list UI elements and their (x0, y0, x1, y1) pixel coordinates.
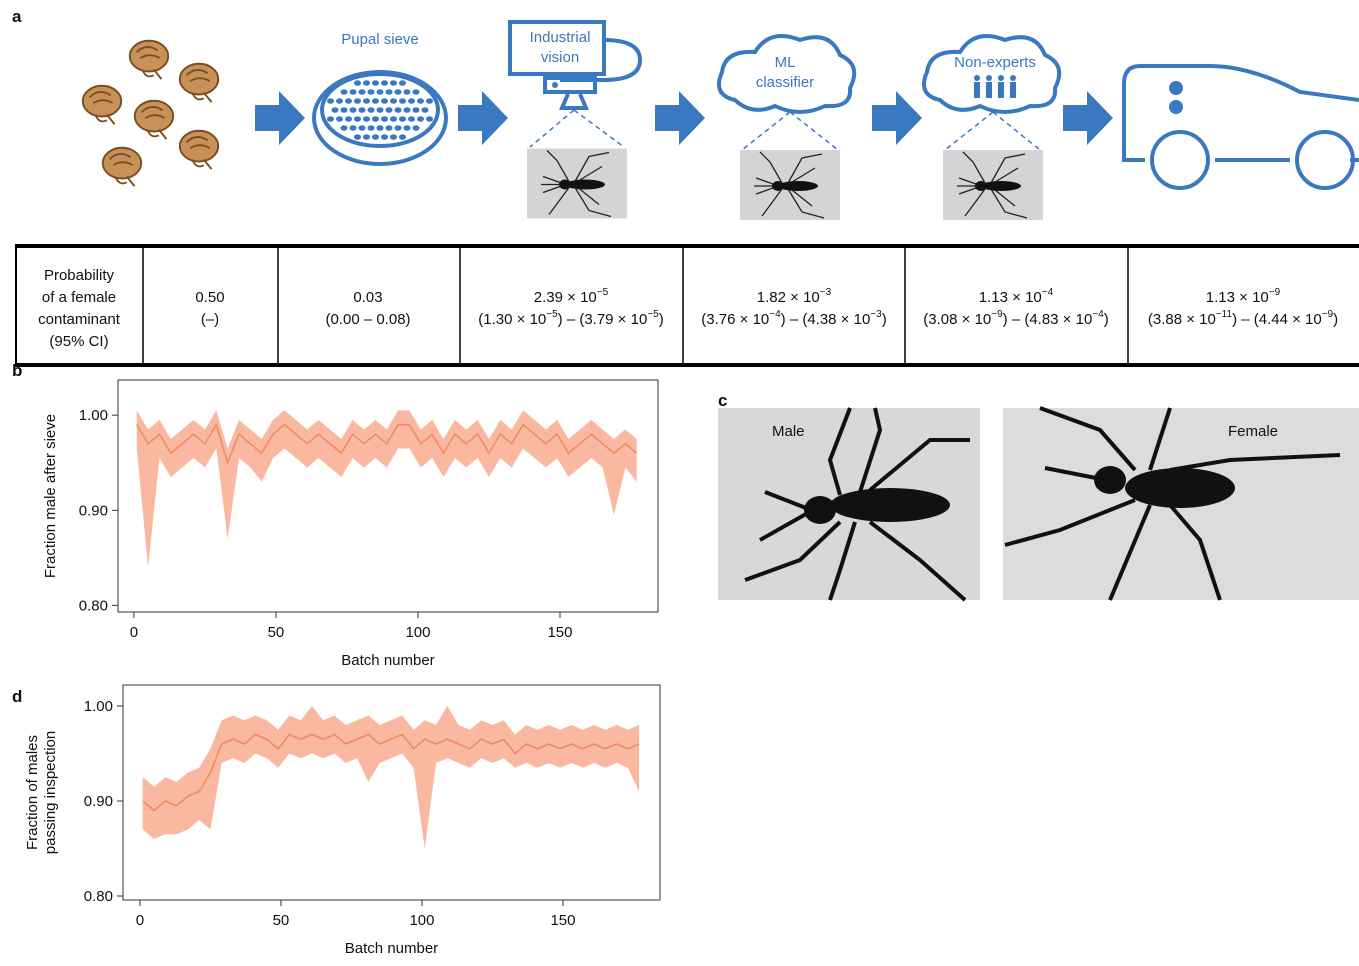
cell-text: (1.30 × 10 (478, 311, 546, 328)
non-experts-label: Non-experts (954, 54, 1036, 71)
table-cell: (0.00 – 0.08) (325, 311, 410, 328)
panel-label: c (718, 391, 727, 410)
female-photo (1003, 408, 1359, 600)
panel-label: a (12, 7, 22, 26)
table-cell: 0.50 (195, 289, 224, 306)
row-label: Probability (44, 267, 115, 284)
exponent: −4 (1092, 309, 1104, 320)
x-tick-label: 150 (550, 912, 575, 929)
cell-text: 0.50 (195, 289, 224, 306)
y-tick-label: 0.90 (84, 793, 113, 810)
cell-text: (3.88 × 10 (1148, 311, 1216, 328)
cell-text: ) (882, 311, 887, 328)
classifier-label: ML (775, 54, 796, 71)
classifier-photo (740, 150, 840, 220)
non-experts-photo (943, 150, 1043, 220)
y-axis-label: passing inspection (42, 731, 59, 854)
y-tick-label: 0.80 (79, 597, 108, 614)
photo-label: Male (772, 423, 805, 440)
x-tick-label: 100 (409, 912, 434, 929)
exponent: −4 (769, 309, 781, 320)
y-tick-label: 1.00 (84, 698, 113, 715)
cell-text: (3.08 × 10 (923, 311, 991, 328)
cell-text: 1.13 × 10 (1206, 289, 1269, 306)
cell-text: ) – (4.38 × 10 (781, 311, 871, 328)
exponent: −3 (870, 309, 882, 320)
exponent: −9 (991, 309, 1003, 320)
photo-label: Female (1228, 423, 1278, 440)
cell-text: ) (659, 311, 664, 328)
exponent: −4 (1042, 287, 1054, 298)
cell-text: 2.39 × 10 (534, 289, 597, 306)
exponent: −9 (1269, 287, 1281, 298)
classifier-label: classifier (756, 74, 814, 91)
y-tick-label: 0.90 (79, 502, 108, 519)
cell-text: 0.03 (353, 289, 382, 306)
pupae-icons (83, 41, 218, 186)
exponent: −11 (1216, 309, 1233, 320)
row-label: contaminant (38, 311, 121, 328)
cell-text: 1.13 × 10 (979, 289, 1042, 306)
y-tick-label: 0.80 (84, 888, 113, 905)
row-label: of a female (42, 289, 116, 306)
x-tick-label: 50 (268, 624, 285, 641)
van-icon (1124, 66, 1359, 188)
y-tick-label: 1.00 (79, 407, 108, 424)
table-cell: 2.39 × 10−5 (534, 287, 609, 306)
cell-text: ) (1333, 311, 1338, 328)
x-tick-label: 0 (136, 912, 144, 929)
table-cell: 1.13 × 10−4 (979, 287, 1054, 306)
table-cell: (3.08 × 10−9) – (4.83 × 10−4) (923, 309, 1108, 328)
plot-frame (118, 380, 658, 612)
cell-text: ) – (3.79 × 10 (558, 311, 648, 328)
cell-text: (3.76 × 10 (701, 311, 769, 328)
table-cell: (3.88 × 10−11) – (4.44 × 10−9) (1148, 309, 1338, 328)
probability-table: Probability of a female contaminant (95% CI… (15, 246, 1359, 365)
cell-text: ) – (4.44 × 10 (1232, 311, 1322, 328)
x-tick-label: 0 (130, 624, 138, 641)
row-label: (95% CI) (49, 333, 108, 350)
table-cell: 0.03 (353, 289, 382, 306)
cell-text: ) – (4.83 × 10 (1003, 311, 1093, 328)
x-axis-label: Batch number (341, 652, 434, 669)
table-cell: (–) (201, 311, 219, 328)
exponent: −5 (597, 287, 609, 298)
table-cell: (1.30 × 10−5) – (3.79 × 10−5) (478, 309, 663, 328)
vision-label: vision (541, 49, 579, 66)
exponent: −5 (546, 309, 558, 320)
x-tick-label: 50 (273, 912, 290, 929)
x-axis-label: Batch number (345, 940, 438, 957)
cell-text: 1.82 × 10 (757, 289, 820, 306)
cell-text: (–) (201, 311, 219, 328)
panel-label: d (12, 687, 22, 706)
y-axis-label: Fraction of males (24, 735, 41, 850)
exponent: −5 (647, 309, 659, 320)
vision-label: Industrial (530, 29, 591, 46)
male-photo (718, 408, 980, 600)
cell-text: (0.00 – 0.08) (325, 311, 410, 328)
sieve-icon (314, 72, 446, 164)
cell-text: ) (1104, 311, 1109, 328)
sieve-label: Pupal sieve (341, 31, 419, 48)
table-cell: 1.13 × 10−9 (1206, 287, 1281, 306)
exponent: −3 (820, 287, 832, 298)
table-cell: (3.76 × 10−4) – (4.38 × 10−3) (701, 309, 886, 328)
x-tick-label: 150 (547, 624, 572, 641)
vision-photo (527, 149, 627, 219)
y-axis-label: Fraction male after sieve (42, 414, 59, 578)
confidence-band (143, 706, 639, 849)
panel-label: b (12, 361, 22, 380)
x-tick-label: 100 (405, 624, 430, 641)
exponent: −9 (1322, 309, 1334, 320)
confidence-band (137, 410, 637, 567)
figure: a Pupal sieve Industrial vision ML class… (0, 0, 1359, 961)
table-cell: 1.82 × 10−3 (757, 287, 832, 306)
